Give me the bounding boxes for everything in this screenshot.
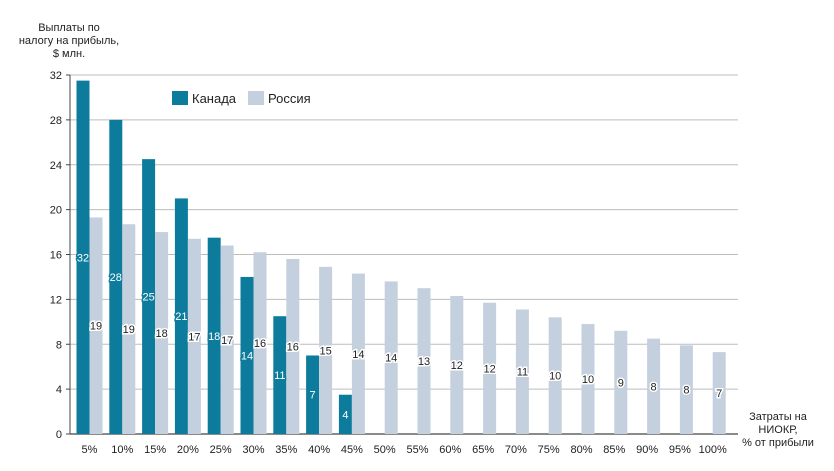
bar-russia — [351, 273, 365, 434]
bar-russia — [647, 338, 661, 434]
legend-label: Канада — [192, 91, 237, 106]
x-tick-label: 60% — [439, 444, 461, 456]
bar-russia — [581, 324, 595, 434]
y-tick-label: 4 — [56, 384, 62, 396]
data-label: 19 — [123, 324, 135, 336]
data-label: 16 — [254, 338, 266, 350]
x-tick-label: 25% — [210, 444, 232, 456]
legend-label: Россия — [268, 91, 311, 106]
bar-canada — [109, 119, 123, 434]
y-tick-label: 0 — [56, 429, 62, 441]
legend: Канада Россия — [172, 91, 311, 106]
bar-canada — [174, 198, 188, 434]
x-tick-label: 40% — [308, 444, 330, 456]
x-tick-label: 30% — [242, 444, 264, 456]
data-label: 12 — [483, 363, 495, 375]
bar-russia — [384, 281, 398, 434]
data-label: 7 — [716, 388, 722, 400]
x-axis-title: Затраты на НИОКР, % от прибыли — [742, 411, 814, 449]
bar-russia — [253, 252, 267, 434]
data-label: 19 — [90, 321, 102, 333]
x-tick-label: 100% — [699, 444, 727, 456]
bar-russia — [614, 330, 628, 434]
bar-canada — [207, 237, 221, 434]
x-tick-label: 55% — [406, 444, 428, 456]
x-tick-label: 65% — [472, 444, 494, 456]
bar-russia — [319, 266, 333, 434]
bar-canada — [142, 159, 156, 434]
data-label: 14 — [241, 350, 253, 362]
data-label: 21 — [175, 311, 187, 323]
bar-canada — [306, 355, 320, 434]
data-label: 8 — [651, 381, 657, 393]
y-tick-label: 24 — [50, 160, 62, 172]
y-tick-label: 12 — [50, 294, 62, 306]
data-label: 13 — [418, 356, 430, 368]
legend-swatch — [248, 91, 264, 105]
bar-canada — [273, 316, 287, 434]
bar-russia — [548, 317, 562, 434]
data-label: 28 — [110, 272, 122, 284]
x-tick-label: 95% — [669, 444, 691, 456]
bar-russia — [515, 309, 529, 434]
x-axis-ticks: 5% 10% 15% 20% 25% 30% 35% 40% 45% 50% 55% 60% 65% 70… — [82, 444, 727, 456]
data-label: 32 — [77, 252, 89, 264]
bar-russia — [450, 296, 464, 434]
bar-canada — [338, 394, 352, 434]
x-tick-label: 45% — [341, 444, 363, 456]
bar-russia — [286, 258, 300, 434]
bar-russia — [155, 232, 169, 434]
data-label: 11 — [274, 370, 285, 382]
y-tick-label: 32 — [50, 70, 62, 82]
data-label: 11 — [517, 367, 528, 379]
bar-russia — [679, 345, 693, 434]
data-label: 10 — [549, 371, 561, 383]
data-label: 17 — [221, 335, 233, 347]
data-label: 14 — [385, 353, 397, 365]
x-tick-label: 85% — [603, 444, 625, 456]
y-axis-ticks: 0 4 8 12 16 20 24 28 32 — [50, 70, 62, 441]
data-label: 15 — [319, 345, 331, 357]
x-tick-label: 5% — [82, 444, 98, 456]
legend-swatch — [172, 91, 188, 105]
bar-canada — [240, 276, 254, 434]
bar-russia — [483, 302, 497, 434]
data-label: 16 — [287, 341, 299, 353]
bar-russia — [187, 238, 201, 434]
y-axis-title: Выплаты по налогу на прибыль, $ млн. — [18, 22, 120, 60]
data-label: 17 — [188, 331, 200, 343]
bar-canada — [76, 80, 90, 434]
data-label: 18 — [155, 328, 167, 340]
data-label: 4 — [342, 409, 348, 421]
x-tick-label: 10% — [111, 444, 133, 456]
data-label: 25 — [142, 292, 154, 304]
bar-russia — [712, 352, 726, 434]
data-label: 14 — [352, 349, 364, 361]
y-tick-label: 16 — [50, 250, 62, 262]
bar-russia — [220, 245, 234, 434]
x-tick-label: 35% — [275, 444, 297, 456]
data-label: 18 — [208, 331, 220, 343]
data-label: 10 — [582, 374, 594, 386]
bar-russia — [89, 217, 103, 434]
x-tick-label: 15% — [144, 444, 166, 456]
y-tick-label: 8 — [56, 339, 62, 351]
y-tick-label: 20 — [50, 205, 62, 217]
x-tick-label: 90% — [636, 444, 658, 456]
data-label: 7 — [310, 390, 316, 402]
x-tick-label: 50% — [374, 444, 396, 456]
x-tick-label: 20% — [177, 444, 199, 456]
x-tick-label: 70% — [505, 444, 527, 456]
y-tick-label: 28 — [50, 115, 62, 127]
data-label: 9 — [618, 377, 624, 389]
bar-russia — [417, 288, 431, 434]
data-label: 8 — [683, 385, 689, 397]
data-label: 12 — [451, 360, 463, 372]
bar-russia — [122, 224, 136, 434]
x-tick-label: 80% — [570, 444, 592, 456]
x-tick-label: 75% — [538, 444, 560, 456]
